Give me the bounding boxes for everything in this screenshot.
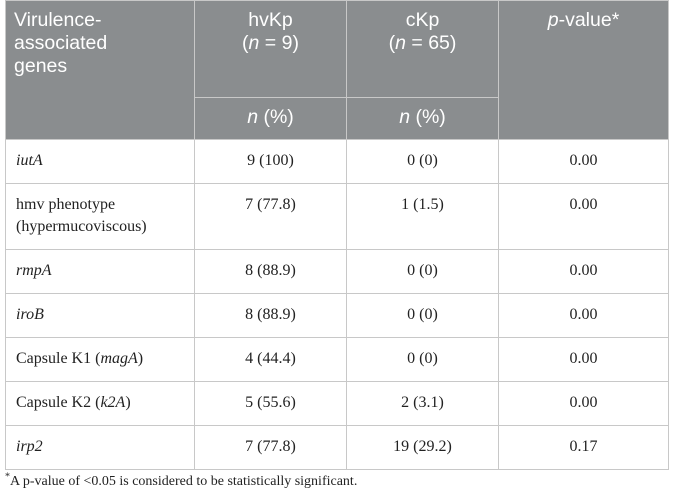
table-row: Capsule K2 (k2A) 5 (55.6) 2 (3.1) 0.00: [5, 381, 669, 426]
ckp-cell: 0 (0): [346, 249, 499, 294]
p-value-cell: 0.17: [498, 425, 669, 470]
gene-cell: irp2: [5, 425, 195, 470]
table-row: Capsule K1 (magA) 4 (44.4) 0 (0) 0.00: [5, 337, 669, 382]
gene-suffix: ): [137, 350, 144, 367]
gene-cell: rmpA: [5, 249, 195, 294]
table-row: iutA 9 (100) 0 (0) 0.00: [5, 139, 669, 184]
gene-cell: hmv phenotype (hypermucoviscous): [5, 183, 195, 250]
ckp-cell: 0 (0): [346, 139, 499, 184]
footnote-text: A p-value of <0.05 is considered to be s…: [10, 474, 358, 489]
header-ckp-label: cKp: [405, 9, 440, 31]
p-value-cell: 0.00: [498, 183, 669, 250]
gene-name: iroB: [16, 306, 44, 323]
footnote-marker: *: [5, 471, 10, 483]
header-ckp: cKp (n = 65): [346, 0, 499, 98]
hvkp-cell: 7 (77.8): [194, 425, 347, 470]
gene-name: irp2: [16, 438, 43, 455]
table-row: iroB 8 (88.9) 0 (0) 0.00: [5, 293, 669, 338]
footnote: *A p-value of <0.05 is considered to be …: [5, 471, 358, 491]
gene-cell: iutA: [5, 139, 195, 184]
ckp-cell: 0 (0): [346, 293, 499, 338]
gene-name: rmpA: [16, 262, 52, 279]
header-gene-label: Virulence-associated genes: [14, 9, 108, 77]
hvkp-cell: 7 (77.8): [194, 183, 347, 250]
p-value-cell: 0.00: [498, 249, 669, 294]
header-gene-column: Virulence-associated genes: [5, 0, 195, 140]
subheader-ckp: n (%): [346, 97, 499, 140]
gene-cell: Capsule K1 (magA): [5, 337, 195, 382]
ckp-cell: 2 (3.1): [346, 381, 499, 426]
hvkp-cell: 4 (44.4): [194, 337, 347, 382]
header-p-value-label: p-value*: [547, 9, 620, 31]
gene-name: hmv phenotype (hypermucoviscous): [16, 196, 147, 235]
hvkp-cell: 8 (88.9): [194, 293, 347, 338]
table-row: hmv phenotype (hypermucoviscous) 7 (77.8)…: [5, 183, 669, 250]
gene-cell: Capsule K2 (k2A): [5, 381, 195, 426]
p-value-cell: 0.00: [498, 293, 669, 338]
header-hvkp-label: hvKp: [248, 9, 293, 31]
hvkp-cell: 5 (55.6): [194, 381, 347, 426]
p-value-cell: 0.00: [498, 337, 669, 382]
subheader-hvkp: n (%): [194, 97, 347, 140]
gene-name: iutA: [16, 152, 43, 169]
gene-prefix: Capsule K2 (: [16, 394, 101, 411]
header-ckp-count: (n = 65): [388, 32, 457, 54]
p-value-cell: 0.00: [498, 139, 669, 184]
header-row: Virulence-associated genes hvKp (n = 9) …: [5, 0, 669, 140]
header-hvkp-count: (n = 9): [242, 32, 299, 54]
virulence-genes-table: Virulence-associated genes hvKp (n = 9) …: [5, 0, 669, 470]
header-hvkp: hvKp (n = 9): [194, 0, 347, 98]
p-value-cell: 0.00: [498, 381, 669, 426]
gene-italic: magA: [100, 350, 138, 367]
hvkp-cell: 8 (88.9): [194, 249, 347, 294]
ckp-cell: 0 (0): [346, 337, 499, 382]
subheader-row: n (%) n (%): [6, 97, 669, 140]
header-p-value: p-value*: [498, 0, 669, 140]
table-row: irp2 7 (77.8) 19 (29.2) 0.17: [5, 425, 669, 470]
gene-italic: k2A: [100, 394, 126, 411]
ckp-cell: 1 (1.5): [346, 183, 499, 250]
table-row: rmpA 8 (88.9) 0 (0) 0.00: [5, 249, 669, 294]
gene-suffix: ): [125, 394, 131, 411]
hvkp-cell: 9 (100): [194, 139, 347, 184]
ckp-cell: 19 (29.2): [346, 425, 499, 470]
gene-cell: iroB: [5, 293, 195, 338]
gene-prefix: Capsule K1 (: [16, 350, 101, 367]
